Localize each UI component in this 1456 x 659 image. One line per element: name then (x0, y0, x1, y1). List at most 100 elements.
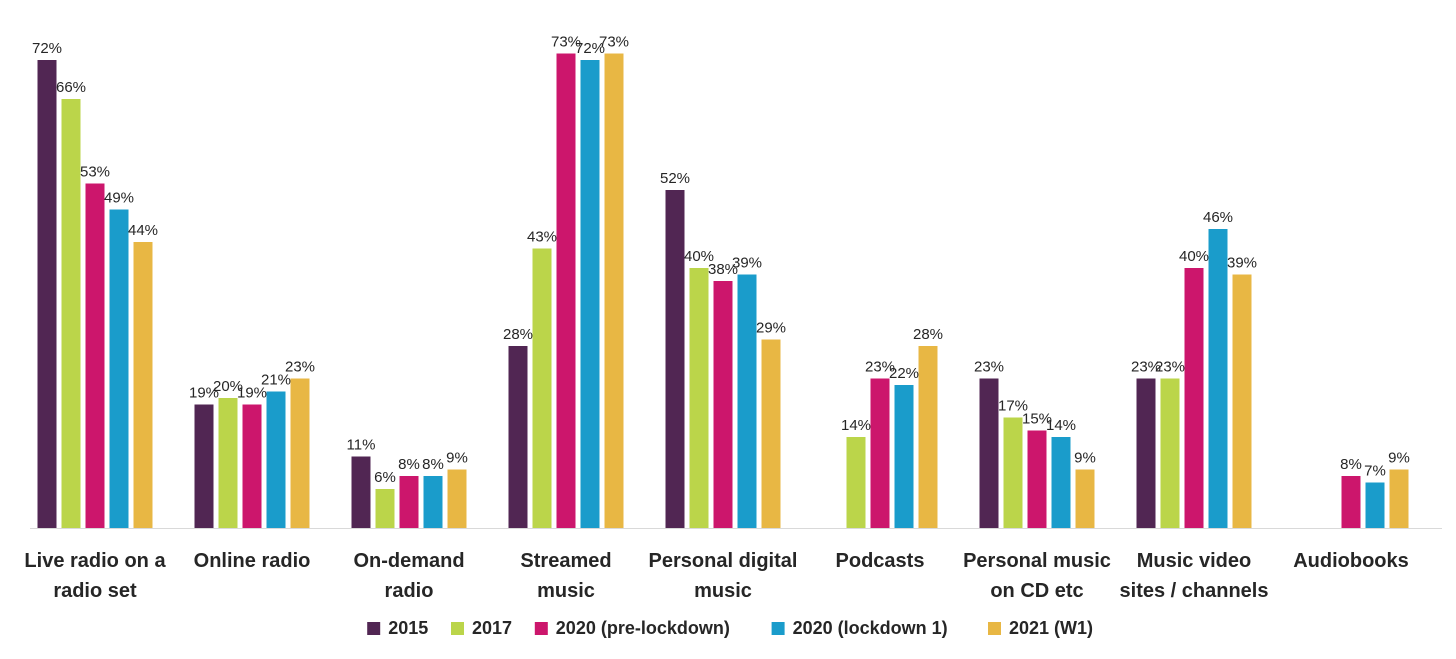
bar-live-radio-on-a-radio-set-2021-w1 (133, 242, 153, 528)
value-label-on-demand-radio-2021-w1: 9% (446, 450, 468, 467)
legend-item-2020-lockdown-1: 2020 (lockdown 1) (771, 618, 948, 638)
category-label-on-demand-radio: On-demand radio (353, 550, 464, 602)
value-label-live-radio-on-a-radio-set-2020-pre-lockdown: 53% (80, 164, 110, 181)
bar-music-video-sites-channels-2015 (1136, 378, 1156, 528)
legend-label-2020-lockdown-1: 2020 (lockdown 1) (793, 618, 948, 638)
bar-music-video-sites-channels-2021-w1 (1232, 274, 1252, 528)
value-label-personal-music-on-cd-etc-2021-w1: 9% (1074, 450, 1096, 467)
legend-item-2015: 2015 (367, 618, 428, 638)
value-labels-layer: 72%66%53%49%44%19%20%19%21%23%11%6%8% 8% 9… (32, 34, 1410, 487)
value-label-live-radio-on-a-radio-set-2017: 66% (56, 79, 86, 96)
value-label-streamed-music-2017: 43% (527, 229, 557, 246)
value-label-personal-digital-music-2020-pre-lockdown: 38% (708, 261, 738, 278)
bar-music-video-sites-channels-2020-pre-lockdown (1184, 268, 1204, 528)
bar-live-radio-on-a-radio-set-2017 (61, 99, 81, 528)
bar-personal-digital-music-2015 (665, 190, 685, 528)
bar-audiobooks-2021-w1 (1389, 469, 1409, 528)
value-label-live-radio-on-a-radio-set-2015: 72% (32, 40, 62, 57)
bar-personal-digital-music-2017 (689, 268, 709, 528)
value-label-on-demand-radio-2020-pre-lockdown: 8% (398, 456, 420, 473)
bars-layer (37, 53, 1409, 528)
bar-podcasts-2020-lockdown-1 (894, 385, 914, 528)
bar-streamed-music-2021-w1 (604, 53, 624, 528)
bar-on-demand-radio-2017 (375, 489, 395, 528)
value-label-personal-digital-music-2020-lockdown-1: 39% (732, 255, 762, 272)
value-label-online-radio-2020-pre-lockdown: 19% (237, 385, 267, 402)
legend-item-2021-w1: 2021 (W1) (988, 618, 1093, 638)
value-label-personal-music-on-cd-etc-2015: 23% (974, 359, 1004, 376)
category-label-podcasts: Podcasts (836, 550, 925, 572)
bar-streamed-music-2020-pre-lockdown (556, 53, 576, 528)
value-label-personal-digital-music-2021-w1: 29% (756, 320, 786, 337)
bar-online-radio-2020-pre-lockdown (242, 404, 262, 528)
legend-label-2017: 2017 (472, 618, 512, 638)
value-label-music-video-sites-channels-2021-w1: 39% (1227, 255, 1257, 272)
bar-online-radio-2021-w1 (290, 378, 310, 528)
bar-personal-digital-music-2020-lockdown-1 (737, 274, 757, 528)
bar-on-demand-radio-2020-pre-lockdown (399, 476, 419, 528)
value-label-personal-music-on-cd-etc-2017: 17% (998, 398, 1028, 415)
category-label-audiobooks: Audiobooks (1293, 550, 1409, 572)
value-label-live-radio-on-a-radio-set-2020-lockdown-1: 49% (104, 190, 134, 207)
bar-podcasts-2020-pre-lockdown (870, 378, 890, 528)
bar-live-radio-on-a-radio-set-2020-pre-lockdown (85, 183, 105, 528)
value-label-streamed-music-2020-pre-lockdown: 73% (551, 34, 581, 51)
category-labels-layer: Live radio on a radio set Online radio On-d… (24, 550, 1408, 602)
value-label-streamed-music-2021-w1: 73% (599, 34, 629, 51)
legend-swatch-2020-lockdown-1 (771, 622, 785, 635)
value-label-on-demand-radio-2017: 6% (374, 469, 396, 486)
category-label-streamed-music: Streamed music (520, 550, 611, 602)
bar-live-radio-on-a-radio-set-2015 (37, 60, 57, 528)
bar-podcasts-2021-w1 (918, 346, 938, 528)
value-label-personal-digital-music-2017: 40% (684, 248, 714, 265)
bar-online-radio-2017 (218, 398, 238, 528)
category-label-live-radio-on-a-radio-set: Live radio on a radio set (24, 550, 166, 602)
bar-audiobooks-2020-lockdown-1 (1365, 482, 1385, 528)
value-label-music-video-sites-channels-2017: 23% (1155, 359, 1185, 376)
value-label-online-radio-2021-w1: 23% (285, 359, 315, 376)
value-label-podcasts-2021-w1: 28% (913, 326, 943, 343)
category-label-music-video-sites-channels: Music video sites / channels (1120, 550, 1269, 602)
value-label-streamed-music-2015: 28% (503, 326, 533, 343)
value-label-podcasts-2017: 14% (841, 417, 871, 434)
value-label-online-radio-2017: 20% (213, 378, 243, 395)
bar-personal-music-on-cd-etc-2020-pre-lockdown (1027, 430, 1047, 528)
value-label-on-demand-radio-2015: 11% (347, 437, 376, 454)
legend-label-2015: 2015 (388, 618, 428, 638)
category-label-personal-music-on-cd-etc: Personal music on CD etc (963, 550, 1111, 602)
legend-item-2020-pre-lockdown: 2020 (pre-lockdown) (534, 618, 730, 638)
bar-personal-music-on-cd-etc-2017 (1003, 417, 1023, 528)
legend: 2015 2017 2020 (pre-lockdown) 2020 (lockdow… (367, 618, 1093, 638)
bar-music-video-sites-channels-2020-lockdown-1 (1208, 229, 1228, 528)
bar-live-radio-on-a-radio-set-2020-lockdown-1 (109, 209, 129, 528)
bar-online-radio-2020-lockdown-1 (266, 391, 286, 528)
value-label-music-video-sites-channels-2020-pre-lockdown: 40% (1179, 248, 1209, 265)
legend-label-2020-pre-lockdown: 2020 (pre-lockdown) (556, 618, 730, 638)
value-label-live-radio-on-a-radio-set-2021-w1: 44% (128, 222, 158, 239)
value-label-podcasts-2020-lockdown-1: 22% (889, 365, 919, 382)
bar-online-radio-2015 (194, 404, 214, 528)
value-label-personal-music-on-cd-etc-2020-lockdown-1: 14% (1046, 417, 1076, 434)
value-label-audiobooks-2020-pre-lockdown: 8% (1340, 456, 1362, 473)
legend-item-2017: 2017 (451, 618, 512, 638)
value-label-podcasts-2020-pre-lockdown: 23% (865, 359, 895, 376)
bar-personal-digital-music-2021-w1 (761, 339, 781, 528)
value-label-personal-digital-music-2015: 52% (660, 170, 690, 187)
bar-audiobooks-2020-pre-lockdown (1341, 476, 1361, 528)
value-label-streamed-music-2020-lockdown-1: 72% (575, 40, 605, 57)
bar-personal-music-on-cd-etc-2021-w1 (1075, 469, 1095, 528)
bar-personal-music-on-cd-etc-2015 (979, 378, 999, 528)
value-label-on-demand-radio-2020-lockdown-1: 8% (422, 456, 444, 473)
bar-podcasts-2017 (846, 437, 866, 528)
bar-streamed-music-2015 (508, 346, 528, 528)
category-label-online-radio: Online radio (194, 550, 311, 572)
bar-personal-music-on-cd-etc-2020-lockdown-1 (1051, 437, 1071, 528)
bar-on-demand-radio-2020-lockdown-1 (423, 476, 443, 528)
legend-swatch-2020-pre-lockdown (534, 622, 548, 635)
value-label-audiobooks-2020-lockdown-1: 7% (1364, 463, 1386, 480)
legend-swatch-2015 (367, 622, 381, 635)
bar-music-video-sites-channels-2017 (1160, 378, 1180, 528)
legend-swatch-2017 (451, 622, 464, 635)
value-label-music-video-sites-channels-2015: 23% (1131, 359, 1161, 376)
